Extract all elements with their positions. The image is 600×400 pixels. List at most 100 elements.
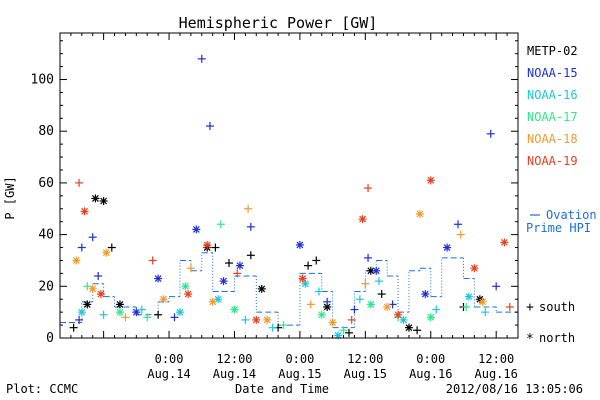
data-point-noaa-19 [347, 315, 356, 324]
data-point-noaa-19 [252, 315, 261, 324]
point-stroke [154, 275, 162, 282]
data-point-noaa-18 [186, 264, 195, 273]
data-point-metp-02 [404, 323, 413, 332]
point-stroke [83, 300, 91, 308]
data-point-noaa-19 [358, 215, 367, 224]
data-point-noaa-17 [462, 302, 471, 311]
data-point-metp-02 [257, 284, 266, 293]
legend-item-noaa-16: NOAA-16 [527, 88, 578, 102]
point-stroke [383, 303, 391, 311]
data-point-metp-02 [115, 300, 124, 309]
point-stroke [160, 295, 168, 303]
data-point-noaa-18 [383, 302, 392, 311]
data-point-metp-02 [99, 197, 108, 206]
data-point-noaa-18 [415, 209, 424, 218]
point-stroke [220, 277, 227, 285]
data-point-noaa-15 [75, 315, 84, 324]
data-point-noaa-16 [175, 308, 184, 317]
data-point-noaa-15 [350, 305, 359, 314]
data-point-metp-02 [154, 310, 163, 319]
data-point-noaa-15 [372, 266, 381, 275]
point-stroke [78, 308, 86, 316]
data-point-noaa-18 [306, 300, 315, 309]
data-point-noaa-16 [77, 308, 86, 317]
data-point-noaa-19 [148, 256, 157, 265]
x-tick-label: 12:00 [216, 352, 252, 366]
data-point-noaa-17 [115, 308, 124, 317]
legend-item-noaa-18: NOAA-18 [527, 132, 578, 146]
x-tick-label: 12:00 [347, 352, 383, 366]
data-point-noaa-18 [72, 256, 81, 265]
point-stroke [184, 290, 192, 298]
point-stroke [252, 316, 260, 324]
data-point-noaa-15 [94, 271, 103, 280]
data-point-noaa-15 [454, 220, 463, 229]
y-tick-label: 80 [38, 124, 54, 139]
data-point-noaa-19 [233, 269, 242, 278]
x-tick-date-label: Aug.15 [278, 367, 321, 381]
point-stroke [301, 280, 309, 288]
y-axis-label: P [GW] [3, 176, 17, 219]
data-point-metp-02 [312, 256, 321, 265]
x-tick-label: 0:00 [285, 352, 314, 366]
data-point-metp-02 [83, 300, 92, 309]
data-point-noaa-16 [137, 305, 146, 314]
point-stroke [405, 324, 413, 332]
data-point-metp-02 [304, 261, 313, 270]
axes: 0204060801000:00Aug.1412:00Aug.140:00Aug… [31, 32, 519, 381]
data-point-noaa-17 [216, 220, 225, 229]
data-point-noaa-18 [456, 230, 465, 239]
data-point-noaa-16 [374, 277, 383, 286]
point-stroke [443, 244, 451, 251]
data-point-noaa-16 [241, 315, 250, 324]
point-stroke [394, 311, 402, 319]
marker-legend: + south * north [526, 300, 575, 347]
data-point-noaa-17 [426, 313, 435, 322]
point-stroke [263, 316, 271, 324]
data-point-noaa-15 [132, 308, 141, 317]
ovation-legend: Ovation Prime HPI [526, 208, 597, 235]
point-stroke [421, 290, 429, 298]
data-point-noaa-15 [154, 274, 163, 283]
ovation-hpi-line [60, 252, 519, 329]
point-stroke [236, 262, 244, 270]
data-point-noaa-15 [219, 277, 228, 286]
x-axis-label: Date and Time [235, 382, 329, 396]
point-stroke [72, 257, 80, 264]
data-point-noaa-18 [88, 284, 97, 293]
data-point-noaa-19 [203, 240, 212, 249]
data-point-noaa-16 [334, 331, 343, 340]
data-point-noaa-18 [328, 318, 337, 327]
data-point-noaa-15 [443, 243, 452, 252]
data-point-noaa-15 [246, 222, 255, 231]
y-tick-label: 100 [31, 73, 54, 88]
plot-frame [59, 32, 519, 339]
data-point-noaa-19 [426, 176, 435, 185]
data-point-noaa-15 [364, 253, 373, 262]
point-stroke [465, 293, 473, 301]
south-marker-symbol: + [526, 300, 534, 315]
x-tick-date-label: Aug.14 [213, 367, 256, 381]
point-stroke [400, 316, 407, 324]
data-point-noaa-19 [500, 238, 509, 247]
data-point-metp-02 [344, 328, 353, 337]
north-marker-symbol: * [526, 332, 534, 347]
legend-item-noaa-17: NOAA-17 [527, 110, 578, 124]
data-point-noaa-16 [99, 310, 108, 319]
data-point-noaa-19 [364, 184, 373, 193]
data-point-noaa-15 [295, 240, 304, 249]
x-tick-date-label: Aug.16 [475, 367, 518, 381]
data-point-metp-02 [107, 243, 116, 252]
data-point-noaa-15 [492, 282, 501, 291]
data-point-noaa-15 [77, 243, 86, 252]
point-stroke [296, 241, 304, 249]
point-stroke [231, 306, 238, 313]
data-point-noaa-17 [143, 313, 152, 322]
point-stroke [500, 238, 508, 246]
data-point-noaa-19 [505, 302, 514, 311]
point-stroke [97, 290, 105, 298]
data-point-noaa-15 [235, 261, 244, 270]
data-point-noaa-15 [192, 225, 201, 234]
data-point-noaa-18 [263, 315, 272, 324]
point-stroke [329, 319, 337, 326]
